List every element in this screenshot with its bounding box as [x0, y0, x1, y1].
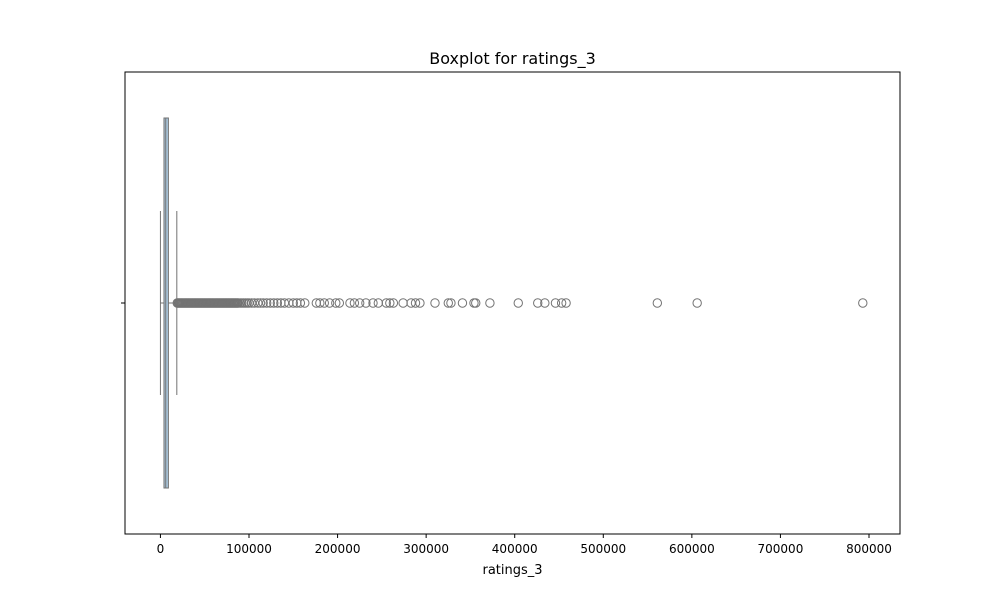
x-axis-label: ratings_3: [482, 563, 542, 578]
outlier-point: [430, 298, 440, 308]
outlier-point: [295, 298, 306, 308]
outlier-point: [269, 298, 279, 308]
outlier-point: [272, 298, 283, 308]
outlier-point: [385, 298, 395, 308]
x-axis-ticks: 0 100000 200000 300000 400000 500000 600000 700…: [157, 534, 892, 556]
outlier-point: [361, 298, 371, 308]
x-tick-label: 400000: [492, 542, 538, 556]
outlier-point: [652, 298, 663, 308]
outlier-point: [373, 298, 384, 308]
outlier-point: [398, 298, 408, 308]
x-tick-label: 200000: [315, 542, 361, 556]
x-tick-label: 0: [157, 542, 165, 556]
outlier-point: [265, 298, 275, 308]
outlier-point: [334, 298, 345, 308]
outlier-point: [692, 298, 702, 308]
outlier-point: [858, 298, 868, 308]
x-tick-label: 300000: [403, 542, 449, 556]
outlier-point: [324, 298, 335, 308]
outlier-point: [381, 298, 391, 308]
outlier-point: [415, 298, 425, 308]
chart-title: Boxplot for ratings_3: [429, 49, 596, 69]
outlier-point: [355, 298, 365, 308]
outlier-point: [513, 298, 523, 308]
outlier-point: [388, 298, 399, 308]
outlier-point: [319, 298, 329, 308]
x-tick-label: 700000: [758, 542, 804, 556]
x-tick-label: 800000: [846, 542, 892, 556]
outlier-point: [550, 298, 561, 308]
outlier-point: [331, 298, 341, 308]
outlier-point: [258, 298, 268, 308]
outlier-point: [443, 298, 453, 308]
outlier-point: [255, 298, 266, 308]
outlier-point: [533, 298, 543, 308]
outlier-point: [300, 298, 310, 308]
outlier-point: [410, 298, 421, 308]
x-tick-label: 500000: [580, 542, 626, 556]
outlier-point: [457, 298, 468, 308]
outlier-point: [540, 298, 550, 308]
outlier-point: [345, 298, 355, 308]
outlier-point: [288, 298, 298, 308]
outlier-point: [262, 298, 272, 308]
outlier-point: [485, 298, 495, 308]
outlier-point: [556, 298, 567, 308]
outlier-point: [368, 298, 378, 308]
outlier-point: [561, 298, 571, 308]
plot-area: [159, 117, 868, 489]
outlier-point: [446, 298, 456, 308]
x-tick-label: 100000: [226, 542, 272, 556]
outlier-point: [315, 298, 325, 308]
outlier-point: [471, 298, 481, 308]
outlier-point: [469, 298, 479, 308]
outlier-point: [349, 298, 360, 308]
x-tick-label: 600000: [669, 542, 715, 556]
